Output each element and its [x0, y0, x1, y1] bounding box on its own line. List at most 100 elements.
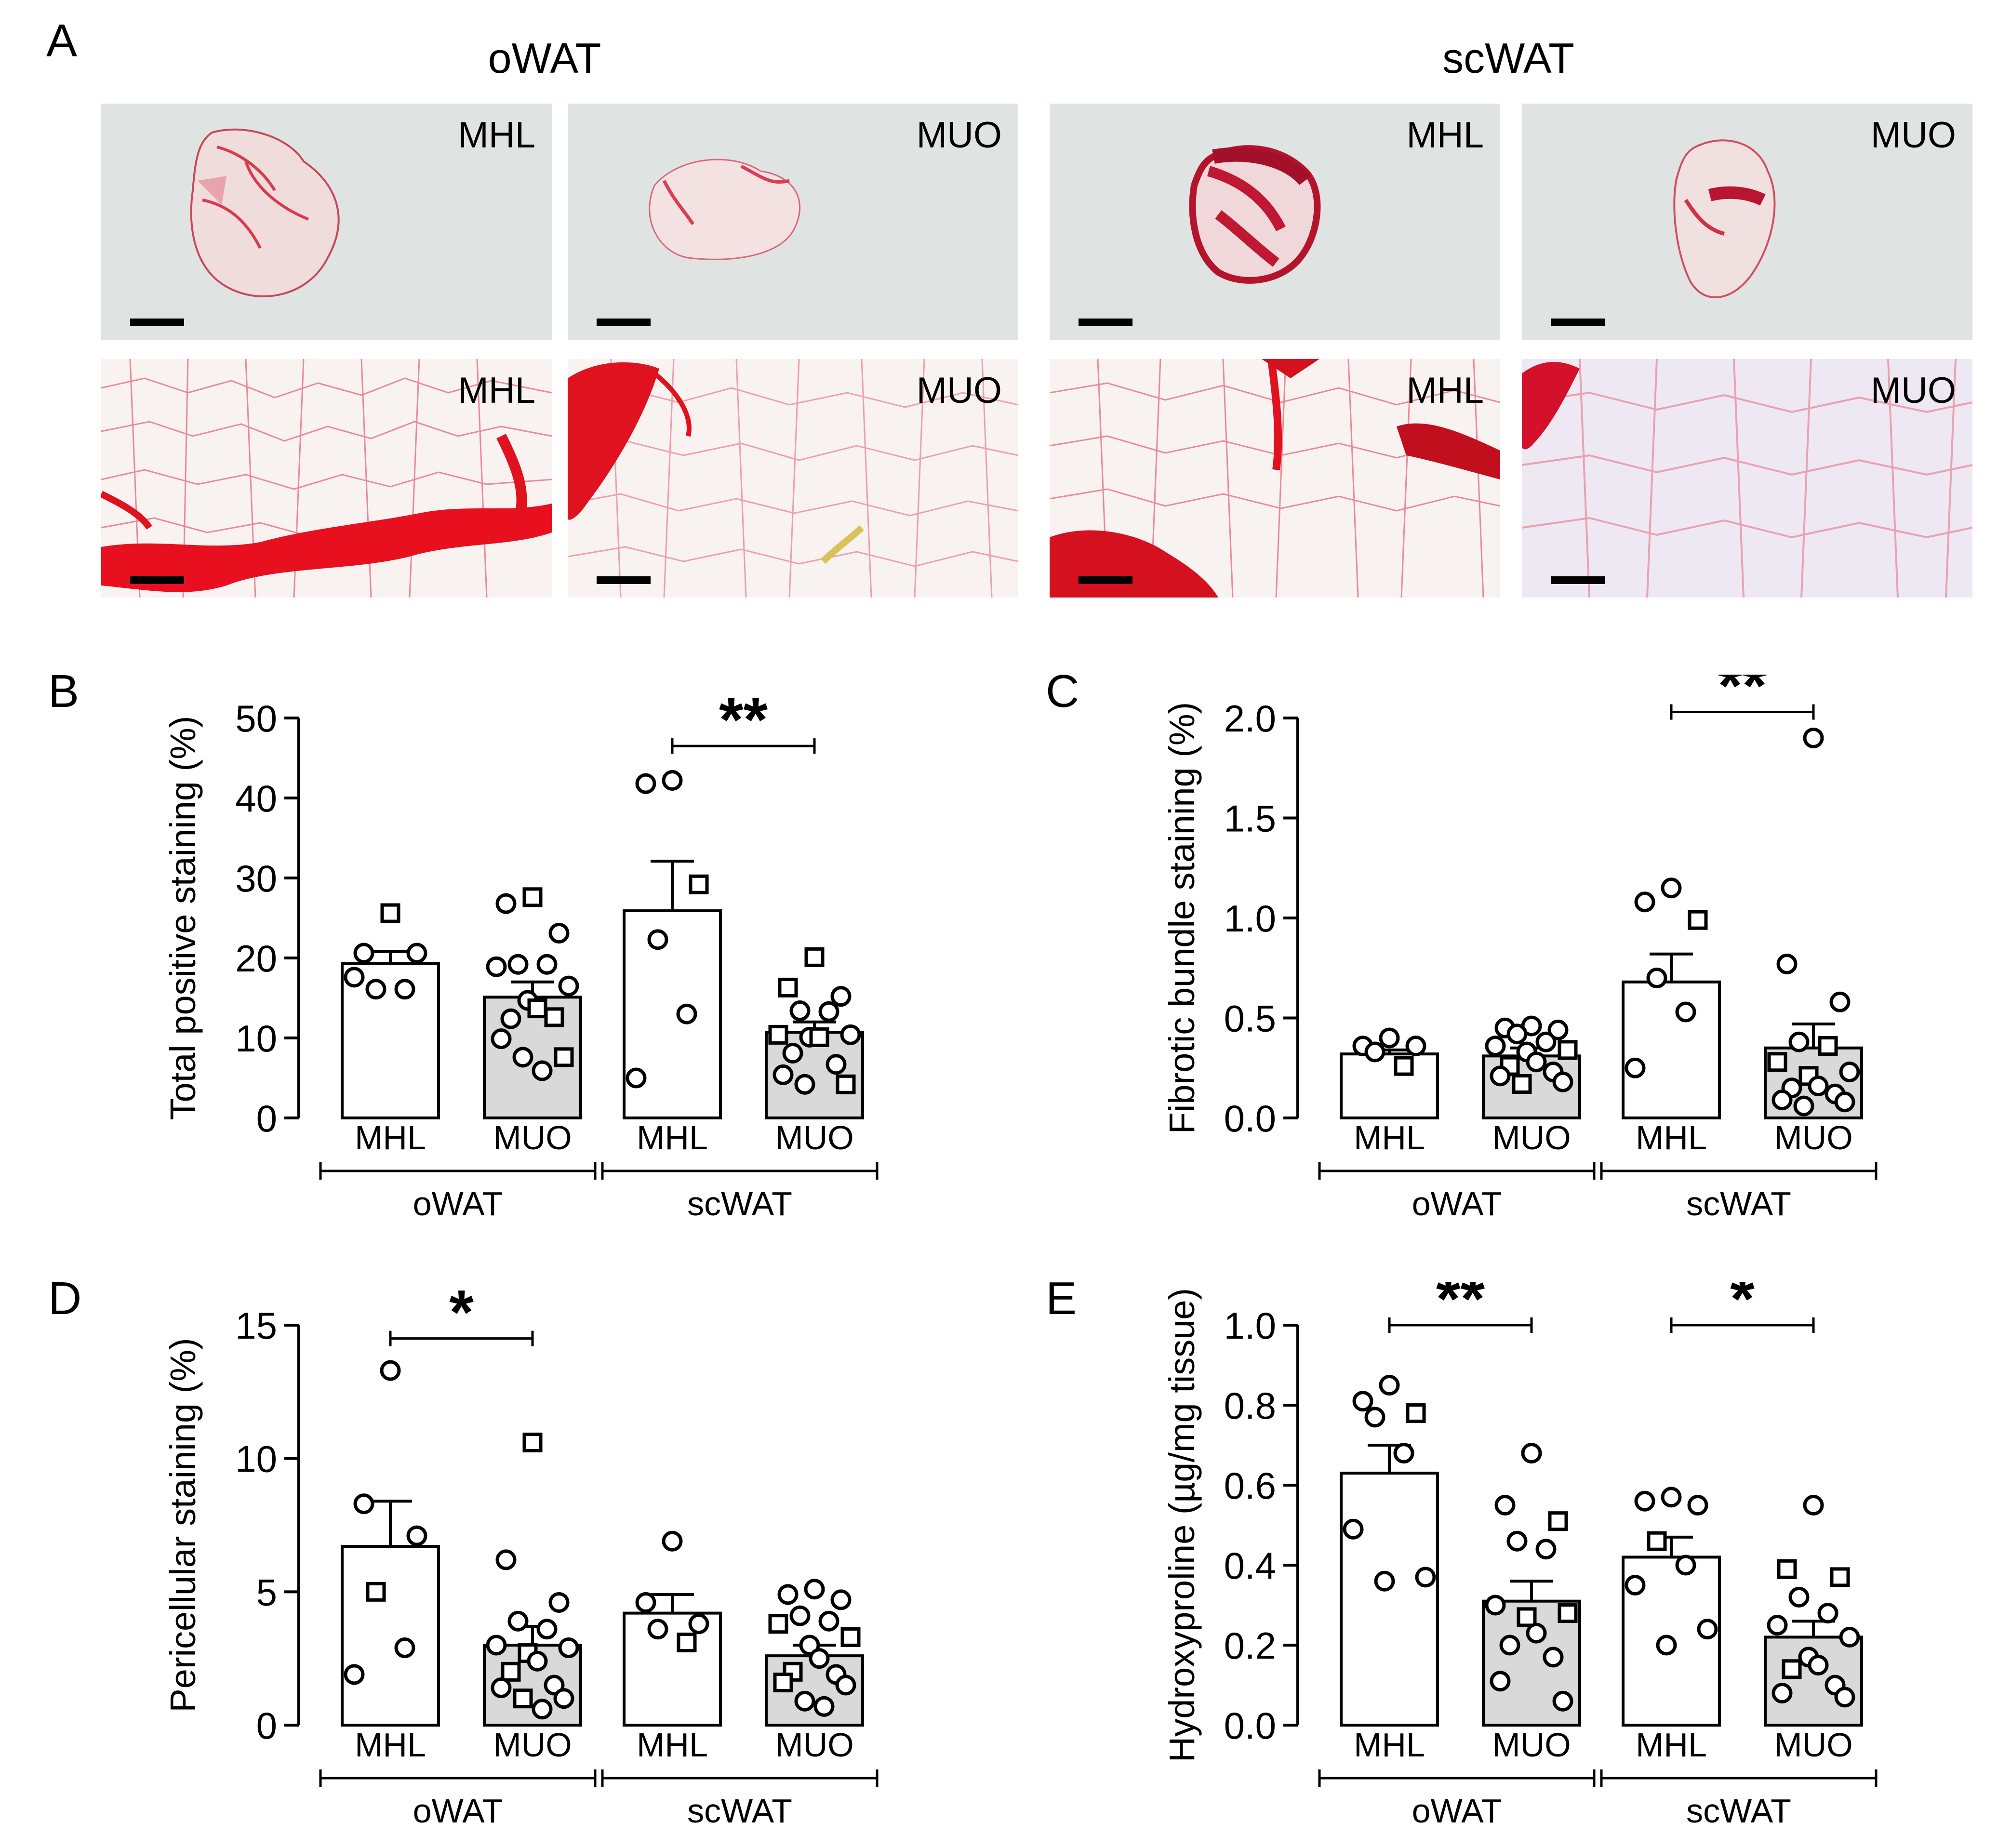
data-point-circle	[495, 1549, 517, 1570]
chart-svg-c: 0.0 0.5 1.0 1.5 2.0 Fibrotic bundle staining …	[1162, 651, 1878, 1223]
scale-bar	[597, 576, 651, 584]
group-label: scWAT	[687, 1185, 792, 1217]
chart-svg-d: 0 5 10 15 Pericellular staining (%) MHL MUO MHL…	[163, 1277, 879, 1830]
y-tick-label: 30	[235, 857, 277, 900]
data-point-circle	[1490, 1671, 1511, 1692]
data-point-circle	[1803, 1495, 1824, 1516]
data-point-circle	[1405, 1036, 1426, 1057]
y-tick-label: 0.0	[1224, 1097, 1276, 1140]
group-label: oWAT	[413, 1792, 503, 1830]
data-point-circle	[647, 1619, 668, 1640]
data-point-circle	[1834, 1687, 1855, 1708]
data-point-square	[380, 903, 400, 923]
data-point-circle	[1697, 1619, 1718, 1640]
category-label: MUO	[493, 1119, 572, 1157]
data-point-square	[677, 1632, 697, 1652]
data-point-square	[1512, 1074, 1532, 1094]
data-point-circle	[1547, 1019, 1569, 1040]
y-tick-label: 15	[235, 1304, 277, 1347]
chart-panel-b: 0 10 20 30 40 50 Total positive staining (%) MH…	[0, 675, 999, 1223]
chart-panel-d: 0 5 10 15 Pericellular staining (%) MHL MUO MHL…	[0, 1277, 999, 1846]
data-point-square	[1548, 1511, 1568, 1531]
data-point-circle	[1364, 1407, 1385, 1428]
data-point-square	[1394, 1056, 1414, 1076]
bar	[1340, 1052, 1439, 1120]
micrograph-owat-mhl-high: MHL	[101, 359, 552, 598]
data-point-circle	[544, 1675, 565, 1696]
data-point-circle	[1535, 1031, 1557, 1052]
data-point-circle	[558, 975, 579, 997]
significance-label: **	[1436, 1282, 1485, 1334]
significance-label: *	[1730, 1282, 1755, 1334]
category-label: MUO	[1774, 1119, 1852, 1157]
y-tick-label: 1.0	[1224, 1304, 1276, 1347]
category-label: MHL	[637, 1119, 708, 1157]
group-title-owat: oWAT	[488, 34, 601, 82]
data-point-square	[544, 1007, 564, 1027]
data-point-circle	[1625, 1575, 1646, 1595]
data-point-circle	[394, 979, 415, 1000]
data-point-circle	[818, 1610, 839, 1632]
image-label: MHL	[458, 370, 535, 411]
y-tick-label: 0.5	[1224, 997, 1276, 1040]
micrograph-owat-mhl-low: MHL	[101, 104, 552, 340]
data-point-circle	[804, 1579, 825, 1600]
data-point-circle	[1490, 1065, 1511, 1087]
micrograph-scwat-mhl-low: MHL	[1050, 104, 1500, 340]
data-point-square	[1830, 1567, 1850, 1587]
significance-label: *	[449, 1282, 474, 1347]
image-label: MHL	[458, 115, 535, 156]
data-point-square	[836, 1074, 856, 1094]
y-tick-label: 20	[235, 937, 277, 980]
data-point-square	[1558, 1603, 1578, 1623]
data-point-circle	[1808, 1076, 1829, 1097]
data-point-circle	[406, 1525, 427, 1546]
data-point-circle	[507, 1610, 529, 1632]
data-point-circle	[777, 1584, 799, 1605]
y-tick-label: 0.2	[1224, 1624, 1276, 1667]
data-point-circle	[1661, 1487, 1682, 1508]
category-label: MHL	[355, 1726, 426, 1764]
data-point-circle	[1675, 1001, 1696, 1023]
data-point-circle	[1379, 1375, 1400, 1396]
data-point-circle	[1839, 1062, 1860, 1083]
data-point-circle	[1656, 1635, 1677, 1656]
data-point-square	[1688, 910, 1708, 930]
data-point-circle	[1829, 991, 1851, 1012]
image-label: MUO	[1870, 115, 1956, 156]
data-point-circle	[353, 1493, 374, 1515]
data-point-circle	[835, 1675, 856, 1696]
data-point-square	[1647, 1531, 1667, 1551]
data-point-circle	[353, 943, 374, 964]
category-label: MUO	[1492, 1726, 1571, 1764]
data-point-square	[522, 1432, 543, 1452]
micrograph-scwat-mhl-high: MHL	[1050, 359, 1500, 598]
panel-e-letter: E	[1046, 1273, 1077, 1324]
category-label: MHL	[1636, 1119, 1707, 1157]
data-point-circle	[1364, 1041, 1385, 1063]
category-label: MHL	[637, 1726, 708, 1764]
data-point-circle	[394, 1637, 415, 1659]
data-point-circle	[773, 1064, 794, 1085]
category-label: MUO	[775, 1726, 853, 1764]
data-point-circle	[1817, 1603, 1838, 1624]
data-point-circle	[486, 1635, 507, 1656]
data-point-circle	[1552, 1690, 1573, 1712]
data-point-square	[513, 1688, 533, 1709]
image-label: MUO	[1870, 370, 1956, 411]
micrograph-scwat-muo-low: MUO	[1522, 104, 1972, 340]
bar	[1622, 980, 1721, 1119]
data-point-circle	[1772, 1090, 1793, 1111]
panel-c-letter: C	[1046, 665, 1079, 717]
data-point-circle	[548, 923, 570, 944]
image-label: MHL	[1406, 370, 1484, 411]
data-point-circle	[532, 1060, 553, 1081]
data-point-circle	[512, 1047, 533, 1068]
group-title-scwat: scWAT	[1442, 34, 1574, 82]
data-point-circle	[495, 893, 517, 914]
data-point-circle	[830, 1589, 852, 1610]
panel-d-letter: D	[48, 1273, 82, 1324]
bar	[341, 1545, 440, 1727]
data-point-circle	[789, 1000, 811, 1022]
data-point-circle	[799, 1635, 820, 1656]
